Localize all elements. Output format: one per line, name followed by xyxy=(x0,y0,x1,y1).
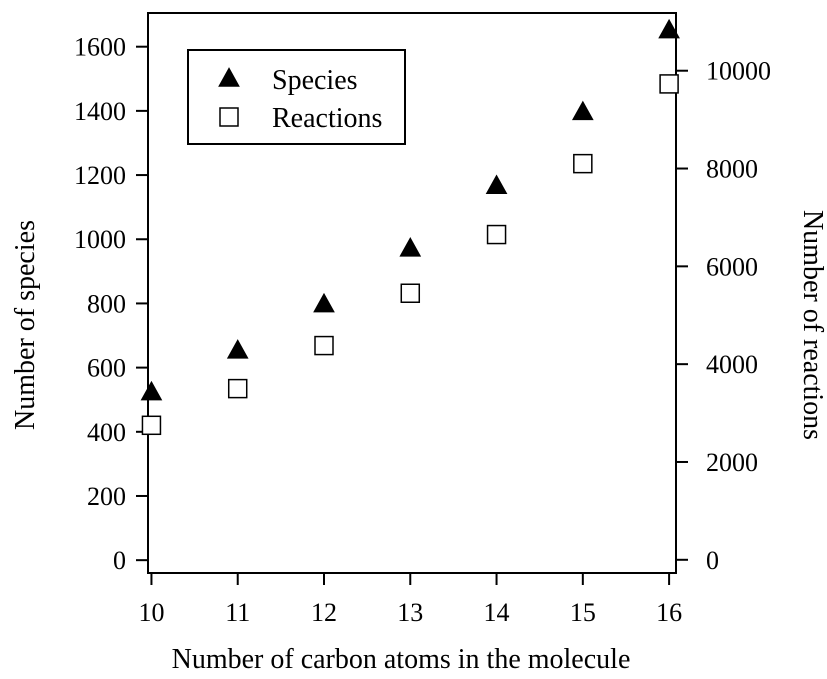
left-y-tick-label: 0 xyxy=(113,546,126,575)
x-tick-label: 10 xyxy=(138,598,164,627)
species-point xyxy=(399,237,422,257)
x-tick-label: 13 xyxy=(397,598,423,627)
plot-frame xyxy=(147,12,677,574)
left-y-axis-title: Number of species xyxy=(10,220,41,430)
right-y-axis-title: Number of reactions xyxy=(797,210,827,440)
legend-reactions-marker xyxy=(219,107,239,127)
species-point xyxy=(313,292,335,313)
x-tick-label: 12 xyxy=(311,598,337,627)
data-marks xyxy=(140,18,680,436)
left-y-tick-label: 1000 xyxy=(74,225,126,254)
reactions-point xyxy=(573,153,593,174)
legend-box xyxy=(187,49,406,145)
right-y-tick-label: 8000 xyxy=(706,155,758,184)
species-point xyxy=(571,100,594,121)
right-y-tick-label: 10000 xyxy=(706,57,771,86)
legend-label: Reactions xyxy=(272,103,382,134)
species-point xyxy=(140,380,163,401)
right-y-tick-label: 4000 xyxy=(706,350,758,379)
left-y-axis: 0 200 400 600 800 1000 1200 1400 1600 xyxy=(74,33,148,575)
right-y-axis: 0 2000 4000 6000 8000 10000 xyxy=(676,57,771,575)
reactions-point xyxy=(227,378,248,399)
right-y-tick-label: 0 xyxy=(706,546,719,575)
reactions-point xyxy=(486,224,507,245)
x-tick-label: 11 xyxy=(225,598,250,627)
species-point xyxy=(485,174,508,194)
legend-label: Species xyxy=(272,65,358,96)
x-axis-title: Number of carbon atoms in the molecule xyxy=(172,644,631,675)
left-y-tick-label: 400 xyxy=(87,418,126,447)
reactions-point xyxy=(314,335,334,356)
legend-species-marker xyxy=(218,67,240,87)
left-y-tick-label: 1400 xyxy=(74,97,126,126)
left-y-tick-label: 600 xyxy=(87,354,126,383)
x-tick-label: 14 xyxy=(484,598,510,627)
left-y-tick-label: 200 xyxy=(87,482,126,511)
x-axis: 10 11 12 13 14 15 16 xyxy=(138,573,682,627)
right-y-tick-label: 6000 xyxy=(706,252,758,281)
right-y-tick-label: 2000 xyxy=(706,448,758,477)
left-y-tick-label: 1200 xyxy=(74,161,126,190)
legend: Species Reactions xyxy=(187,49,406,145)
reactions-point xyxy=(141,415,162,436)
reactions-point xyxy=(659,74,679,94)
x-tick-label: 15 xyxy=(570,598,596,627)
left-y-tick-label: 1600 xyxy=(74,33,126,62)
species-point xyxy=(226,339,249,359)
species-point xyxy=(658,18,680,39)
reactions-point xyxy=(400,283,421,303)
x-tick-label: 16 xyxy=(656,598,682,627)
left-y-tick-label: 800 xyxy=(87,289,126,318)
